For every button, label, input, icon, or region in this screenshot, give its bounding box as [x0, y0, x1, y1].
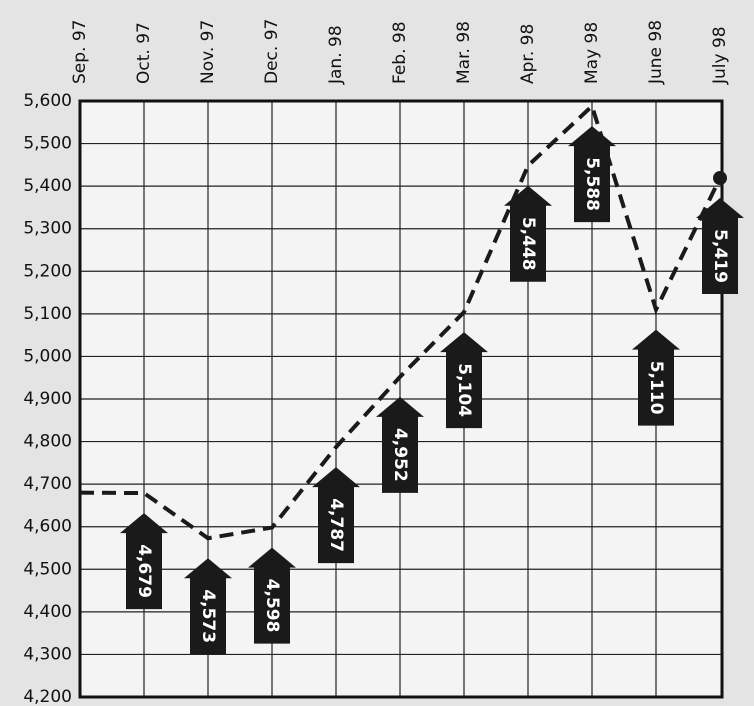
- value-arrow: [376, 396, 424, 493]
- value-label: 4,573: [198, 589, 218, 643]
- y-tick-label: 5,200: [23, 261, 72, 281]
- y-tick-label: 5,600: [23, 91, 72, 111]
- end-marker: [713, 171, 727, 186]
- value-label: 5,419: [710, 229, 730, 283]
- y-tick-label: 4,600: [23, 517, 72, 537]
- x-tick-label: Oct. 97: [134, 22, 154, 84]
- x-tick-label: Jan. 98: [326, 25, 346, 85]
- x-tick-label: May 98: [582, 22, 602, 84]
- value-label: 4,598: [262, 579, 282, 633]
- value-arrow: [504, 185, 552, 282]
- line: [79, 102, 722, 541]
- plot-frame: [78, 99, 724, 699]
- x-tick-label: Nov. 97: [198, 20, 218, 84]
- value-arrow: [696, 198, 744, 295]
- value-label: 5,110: [646, 361, 666, 415]
- y-tick-label: 4,500: [23, 559, 72, 579]
- y-tick-label: 4,300: [23, 644, 72, 664]
- y-tick-label: 5,000: [23, 346, 72, 366]
- value-arrow: [248, 547, 296, 644]
- x-tick-label: Dec. 97: [262, 19, 282, 84]
- x-tick-label: Sep. 97: [70, 20, 90, 84]
- y-tick-label: 5,500: [23, 134, 72, 154]
- x-tick-label: Apr. 98: [518, 24, 538, 84]
- value-arrow: [312, 467, 360, 564]
- x-tick-label: Mar. 98: [454, 21, 474, 84]
- y-tick-label: 5,300: [23, 219, 72, 239]
- y-tick-label: 5,100: [23, 304, 72, 324]
- y-tick-label: 4,800: [23, 432, 72, 452]
- y-tick-label: 4,200: [23, 687, 72, 706]
- value-label: 5,104: [454, 363, 474, 417]
- x-tick-label: June 98: [646, 20, 666, 85]
- value-arrow: [632, 329, 680, 426]
- x-tick-label: Feb. 98: [390, 21, 410, 84]
- value-label: 5,448: [518, 217, 538, 271]
- y-tick-label: 5,400: [23, 176, 72, 196]
- x-tick-label: July 98: [710, 26, 730, 85]
- value-label: 4,679: [134, 544, 154, 598]
- value-label: 4,952: [390, 428, 410, 482]
- value-label: 5,588: [582, 157, 602, 211]
- value-arrow: [184, 558, 232, 655]
- y-tick-label: 4,700: [23, 474, 72, 494]
- value-arrow: [568, 126, 616, 223]
- value-arrow: [440, 332, 488, 429]
- value-label: 4,787: [326, 498, 346, 552]
- y-tick-label: 4,900: [23, 389, 72, 409]
- value-arrow: [120, 513, 168, 610]
- y-tick-label: 4,400: [23, 602, 72, 622]
